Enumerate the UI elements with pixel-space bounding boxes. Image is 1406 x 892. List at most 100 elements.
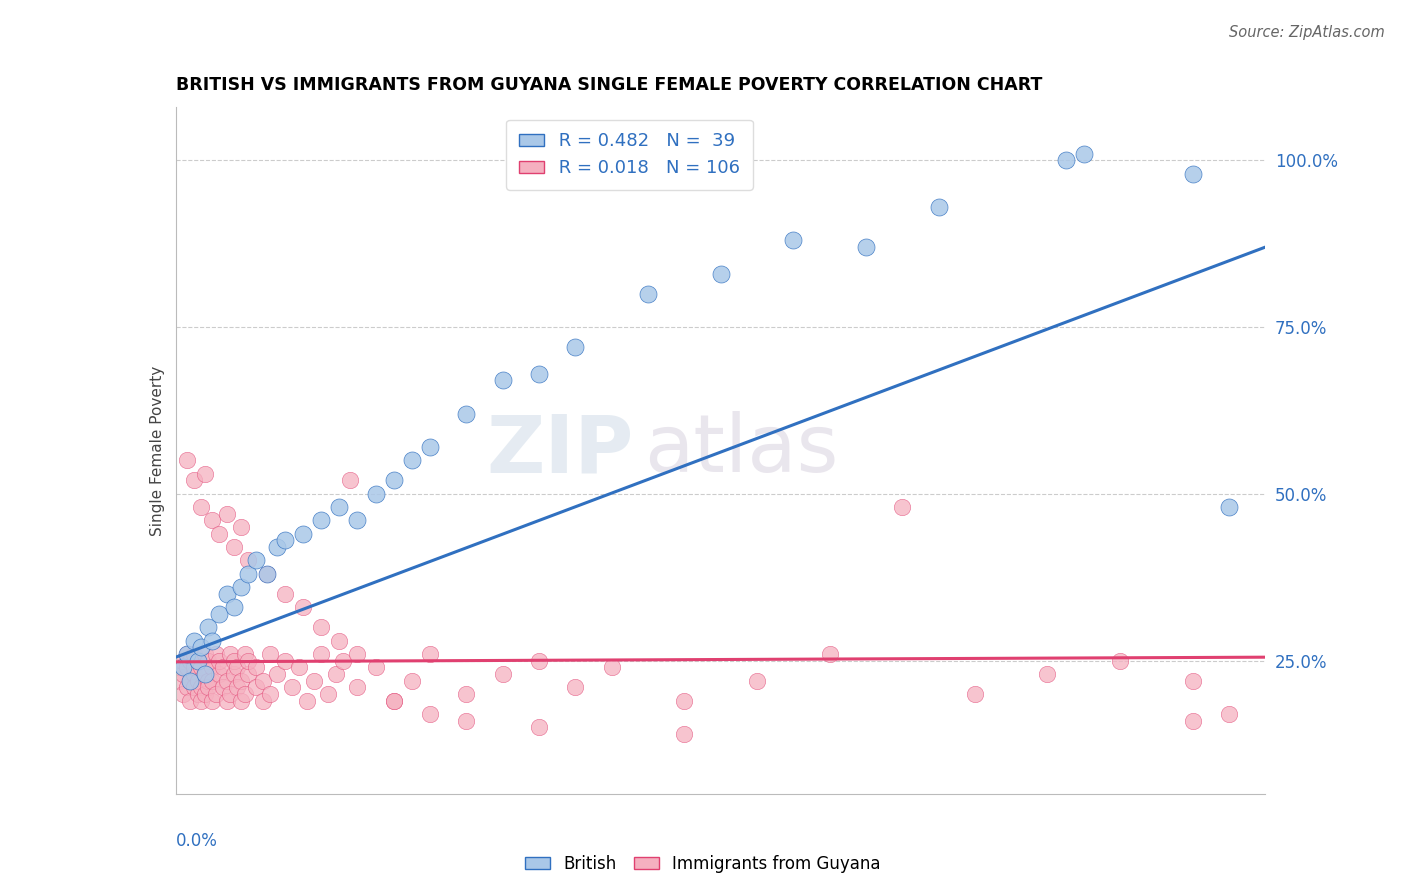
Point: [1036, 666, 1059, 681]
Point: [1181, 167, 1204, 181]
Point: [328, 500, 350, 515]
Point: [256, 566, 278, 581]
Point: [194, 687, 217, 701]
Point: [456, 687, 478, 701]
Point: [401, 453, 423, 467]
Text: BRITISH VS IMMIGRANTS FROM GUYANA SINGLE FEMALE POVERTY CORRELATION CHART: BRITISH VS IMMIGRANTS FROM GUYANA SINGLE…: [176, 77, 1042, 95]
Point: [238, 653, 260, 667]
Point: [274, 587, 297, 601]
Point: [222, 540, 245, 554]
Point: [309, 620, 332, 634]
Point: [194, 647, 217, 661]
Point: [325, 666, 347, 681]
Point: [818, 647, 841, 661]
Point: [309, 513, 332, 527]
Point: [346, 513, 368, 527]
Point: [222, 653, 245, 667]
Point: [215, 673, 238, 688]
Point: [492, 374, 515, 388]
Point: [259, 687, 281, 701]
Point: [281, 680, 304, 694]
Point: [176, 660, 198, 674]
Point: [231, 673, 253, 688]
Point: [401, 673, 423, 688]
Point: [201, 513, 224, 527]
Point: [259, 647, 281, 661]
Point: [364, 660, 387, 674]
Point: [492, 666, 515, 681]
Point: [231, 693, 253, 707]
Point: [1218, 706, 1240, 721]
Text: ZIP: ZIP: [486, 411, 633, 490]
Point: [328, 633, 350, 648]
Point: [231, 520, 253, 534]
Point: [288, 660, 311, 674]
Point: [419, 706, 441, 721]
Point: [295, 693, 318, 707]
Point: [245, 553, 267, 567]
Point: [710, 267, 733, 281]
Point: [190, 500, 212, 515]
Point: [266, 540, 288, 554]
Point: [233, 647, 256, 661]
Legend: British, Immigrants from Guyana: British, Immigrants from Guyana: [519, 848, 887, 880]
Point: [963, 687, 986, 701]
Point: [197, 680, 219, 694]
Point: [197, 620, 219, 634]
Point: [212, 660, 235, 674]
Point: [176, 647, 198, 661]
Point: [190, 680, 212, 694]
Point: [172, 660, 194, 674]
Point: [1109, 653, 1132, 667]
Point: [201, 693, 224, 707]
Point: [456, 714, 478, 728]
Point: [208, 666, 231, 681]
Point: [382, 693, 405, 707]
Point: [172, 666, 194, 681]
Point: [208, 653, 231, 667]
Point: [233, 687, 256, 701]
Point: [219, 647, 242, 661]
Point: [215, 693, 238, 707]
Text: atlas: atlas: [644, 411, 838, 490]
Point: [194, 666, 217, 681]
Point: [419, 440, 441, 454]
Point: [219, 687, 242, 701]
Point: [274, 533, 297, 548]
Point: [302, 673, 325, 688]
Point: [204, 647, 226, 661]
Point: [637, 286, 659, 301]
Text: Source: ZipAtlas.com: Source: ZipAtlas.com: [1229, 25, 1385, 40]
Point: [197, 673, 219, 688]
Point: [238, 566, 260, 581]
Point: [245, 680, 267, 694]
Point: [183, 666, 205, 681]
Point: [231, 580, 253, 594]
Point: [197, 653, 219, 667]
Y-axis label: Single Female Poverty: Single Female Poverty: [149, 366, 165, 535]
Point: [891, 500, 914, 515]
Point: [186, 673, 209, 688]
Point: [291, 600, 314, 615]
Point: [382, 693, 405, 707]
Point: [309, 647, 332, 661]
Point: [332, 653, 354, 667]
Point: [600, 660, 623, 674]
Point: [179, 673, 201, 688]
Point: [252, 693, 274, 707]
Point: [1054, 153, 1077, 168]
Point: [183, 680, 205, 694]
Point: [1073, 146, 1095, 161]
Point: [346, 647, 368, 661]
Point: [226, 680, 249, 694]
Point: [673, 727, 696, 741]
Point: [318, 687, 340, 701]
Point: [179, 673, 201, 688]
Point: [215, 507, 238, 521]
Point: [274, 653, 297, 667]
Point: [201, 673, 224, 688]
Point: [527, 720, 550, 734]
Point: [183, 474, 205, 488]
Point: [179, 693, 201, 707]
Point: [172, 653, 194, 667]
